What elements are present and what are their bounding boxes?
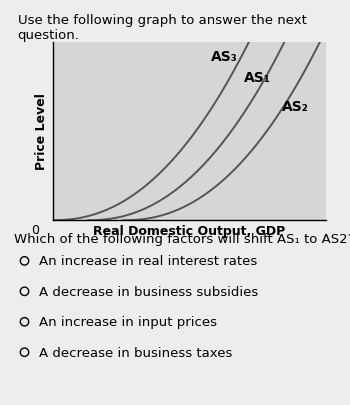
Text: An increase in real interest rates: An increase in real interest rates bbox=[39, 255, 258, 268]
Text: AS₁: AS₁ bbox=[244, 71, 271, 85]
Text: A decrease in business subsidies: A decrease in business subsidies bbox=[39, 285, 258, 298]
Text: A decrease in business taxes: A decrease in business taxes bbox=[39, 346, 232, 359]
Text: AS₂: AS₂ bbox=[282, 100, 309, 113]
Y-axis label: Price Level: Price Level bbox=[35, 93, 48, 170]
Text: Which of the following factors will shift AS₁ to AS2?: Which of the following factors will shif… bbox=[14, 233, 350, 246]
X-axis label: Real Domestic Output, GDP: Real Domestic Output, GDP bbox=[93, 225, 285, 238]
Text: An increase in input prices: An increase in input prices bbox=[39, 315, 217, 328]
Text: 0: 0 bbox=[31, 224, 39, 237]
Text: AS₃: AS₃ bbox=[211, 50, 238, 64]
Text: Use the following graph to answer the next question.: Use the following graph to answer the ne… bbox=[18, 14, 306, 42]
